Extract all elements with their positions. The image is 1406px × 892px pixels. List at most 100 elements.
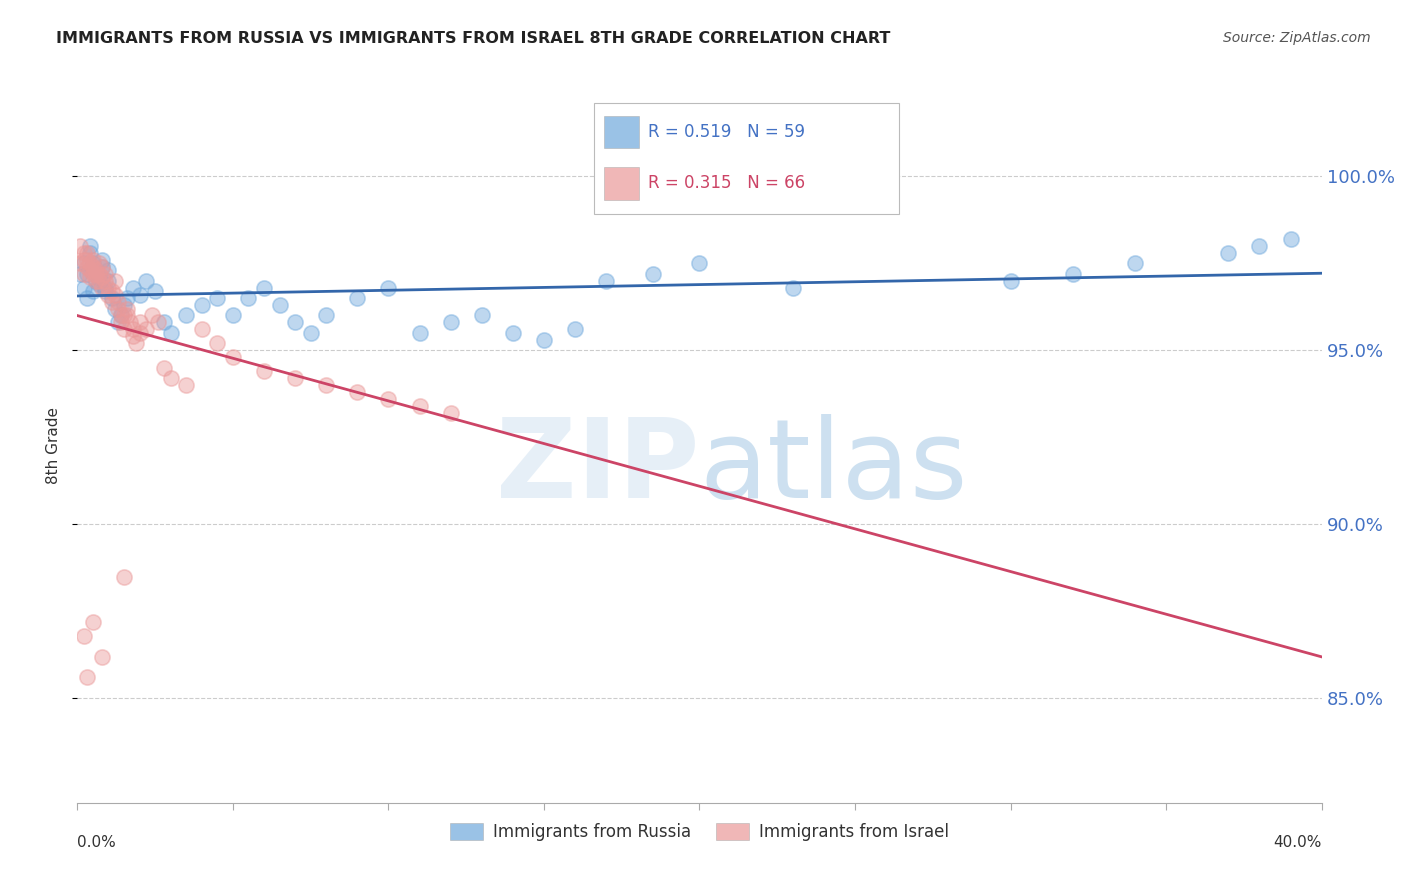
Point xyxy=(100,294,122,309)
Point xyxy=(128,315,150,329)
Point xyxy=(94,280,117,294)
Point xyxy=(76,267,98,281)
Point xyxy=(82,267,104,281)
Point xyxy=(128,326,150,340)
Point xyxy=(377,392,399,406)
Point xyxy=(84,274,107,288)
Point xyxy=(79,263,101,277)
Point xyxy=(94,274,117,288)
Point xyxy=(1249,239,1271,253)
Point xyxy=(207,336,229,351)
Point xyxy=(72,267,94,281)
Point xyxy=(91,270,114,285)
Point xyxy=(346,385,368,400)
Point xyxy=(79,256,101,270)
Point xyxy=(143,284,166,298)
Text: 40.0%: 40.0% xyxy=(1274,835,1322,850)
Point xyxy=(128,287,150,301)
Point xyxy=(159,371,181,385)
Point xyxy=(84,274,107,288)
Point xyxy=(269,298,291,312)
Point xyxy=(191,298,214,312)
Text: atlas: atlas xyxy=(700,414,967,521)
Text: ZIP: ZIP xyxy=(496,414,700,521)
Point xyxy=(91,280,114,294)
Point xyxy=(91,260,114,274)
Point xyxy=(135,322,157,336)
Point xyxy=(76,291,98,305)
Point xyxy=(284,315,307,329)
Point xyxy=(84,267,107,281)
Point xyxy=(115,309,138,323)
FancyBboxPatch shape xyxy=(593,103,898,214)
Point xyxy=(110,315,132,329)
Point xyxy=(153,360,176,375)
Point xyxy=(104,274,127,288)
Text: R = 0.519   N = 59: R = 0.519 N = 59 xyxy=(648,123,806,141)
Point xyxy=(115,301,138,316)
Point xyxy=(110,309,132,323)
Point xyxy=(440,315,463,329)
Y-axis label: 8th Grade: 8th Grade xyxy=(45,408,60,484)
Point xyxy=(72,256,94,270)
Point xyxy=(91,649,114,664)
Point xyxy=(595,274,617,288)
Point xyxy=(238,291,260,305)
Point xyxy=(191,322,214,336)
Point xyxy=(1062,267,1084,281)
Point xyxy=(315,309,337,323)
Point xyxy=(104,301,127,316)
Point xyxy=(82,260,104,274)
Point xyxy=(82,615,104,629)
Text: 0.0%: 0.0% xyxy=(77,835,117,850)
Point xyxy=(69,267,91,281)
Text: IMMIGRANTS FROM RUSSIA VS IMMIGRANTS FROM ISRAEL 8TH GRADE CORRELATION CHART: IMMIGRANTS FROM RUSSIA VS IMMIGRANTS FRO… xyxy=(56,31,890,46)
Point xyxy=(94,267,117,281)
Point xyxy=(69,239,91,253)
Point xyxy=(408,326,430,340)
Point xyxy=(97,287,120,301)
Point xyxy=(440,406,463,420)
Point xyxy=(125,336,148,351)
Point xyxy=(87,274,110,288)
Point xyxy=(87,270,110,285)
Point xyxy=(135,274,157,288)
Point xyxy=(120,315,142,329)
Point xyxy=(82,256,104,270)
Point xyxy=(91,252,114,267)
Point xyxy=(141,309,163,323)
Point xyxy=(1279,232,1302,246)
Point xyxy=(1123,256,1146,270)
Point xyxy=(346,291,368,305)
Point xyxy=(91,260,114,274)
Point xyxy=(72,629,94,643)
Point xyxy=(84,263,107,277)
Point xyxy=(1218,245,1240,260)
Point xyxy=(76,252,98,267)
Text: Source: ZipAtlas.com: Source: ZipAtlas.com xyxy=(1223,31,1371,45)
Point xyxy=(84,263,107,277)
Point xyxy=(76,260,98,274)
Point xyxy=(299,326,322,340)
Point xyxy=(533,333,555,347)
Point xyxy=(222,350,245,364)
Point xyxy=(689,256,711,270)
Point xyxy=(79,245,101,260)
Point xyxy=(107,301,129,316)
Point xyxy=(87,267,110,281)
Text: R = 0.315   N = 66: R = 0.315 N = 66 xyxy=(648,175,806,193)
Point xyxy=(641,267,664,281)
Point xyxy=(1000,274,1022,288)
FancyBboxPatch shape xyxy=(603,116,638,148)
Point xyxy=(87,277,110,292)
Point xyxy=(112,322,135,336)
Point xyxy=(253,280,276,294)
Point xyxy=(174,309,197,323)
Point xyxy=(107,294,129,309)
Legend: Immigrants from Russia, Immigrants from Israel: Immigrants from Russia, Immigrants from … xyxy=(443,816,956,848)
Point xyxy=(72,245,94,260)
Point xyxy=(112,298,135,312)
Point xyxy=(408,399,430,413)
Point xyxy=(82,284,104,298)
Point xyxy=(159,326,181,340)
